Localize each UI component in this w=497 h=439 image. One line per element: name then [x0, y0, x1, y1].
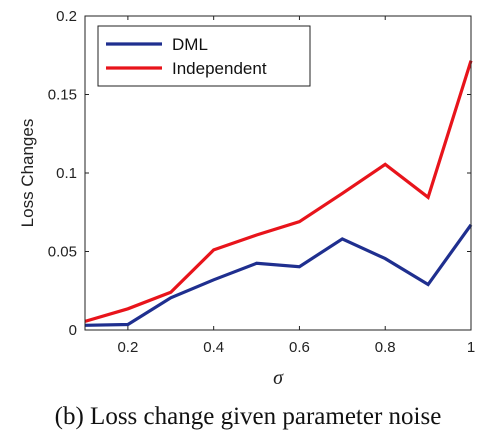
legend-box	[97, 25, 311, 87]
y-tick-label: 0.1	[56, 165, 77, 182]
legend-label: DML	[172, 35, 208, 54]
x-tick-label: 0.8	[375, 339, 396, 356]
y-tick-label: 0.05	[48, 244, 77, 261]
series-line-dml	[84, 223, 473, 327]
figure-caption: (b) Loss change given parameter noise	[55, 403, 442, 430]
x-tick-label: 0.2	[117, 339, 138, 356]
x-tick-label: 1	[467, 339, 475, 356]
tick-labels: 0.2 0.4 0.6 0.8 1 0 0.05 0.1 0.15 0.2	[48, 8, 475, 356]
x-axis-label: σ	[273, 367, 284, 389]
axis-ticks	[85, 15, 472, 331]
y-tick-label: 0	[69, 322, 77, 339]
legend-label: Independent	[172, 59, 267, 78]
x-tick-label: 0.6	[289, 339, 310, 356]
y-axis-label: Loss Changes	[18, 119, 37, 228]
series-line-independent	[84, 60, 473, 323]
y-tick-label: 0.2	[56, 8, 77, 25]
x-tick-label: 0.4	[203, 339, 224, 356]
legend: DML Independent	[97, 25, 311, 87]
plot-area	[84, 60, 473, 327]
y-tick-label: 0.15	[48, 87, 77, 104]
